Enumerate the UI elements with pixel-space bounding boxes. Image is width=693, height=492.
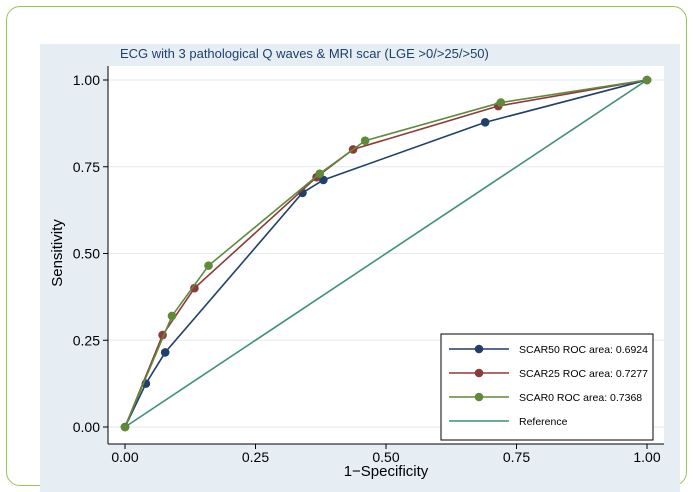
x-tick-label: 1.00 [633,449,660,465]
data-point-scar0 [496,98,506,107]
series-group [120,75,652,432]
chart-title: ECG with 3 pathological Q waves & MRI sc… [120,46,489,61]
data-point-scar50 [319,175,328,185]
data-point-scar25 [190,283,199,293]
legend-label-scar0: SCAR0 ROC area: 0.7368 [519,392,642,404]
data-point-scar0 [315,169,325,178]
y-tick-label: 1.00 [73,72,100,88]
axes: 0.00 0.25 0.50 0.75 1.00 0.00 0.25 0.50 0.75 1.00 [73,66,664,465]
legend-swatch-marker-scar0 [474,392,484,402]
series-line-reference [124,79,648,428]
y-axis-label: Sensitivity [49,219,66,287]
legend-label-reference: Reference [519,416,568,428]
legend-label-scar50: SCAR50 ROC area: 0.6924 [519,344,648,356]
legend-swatch-marker-scar50 [474,344,484,354]
data-point-scar50 [480,118,490,127]
x-tick-label: 0.25 [242,449,269,465]
data-point-scar0 [167,311,177,321]
data-point-scar0 [120,422,130,432]
y-tick-label: 0.50 [73,246,100,262]
data-point-scar0 [360,136,370,146]
data-point-scar50 [160,348,170,357]
legend: SCAR50 ROC area: 0.6924 SCAR25 ROC area: … [440,333,654,441]
y-tick-label: 0.25 [73,332,100,348]
legend-swatch-marker-scar25 [474,368,484,378]
y-tick-label: 0.75 [73,159,100,175]
x-axis-label: 1−Specificity [344,463,429,480]
data-point-scar0 [642,75,652,85]
x-tick-label: 0.75 [503,449,530,465]
legend-label-scar25: SCAR25 ROC area: 0.7277 [519,368,648,380]
y-tick-label: 0.00 [73,419,100,435]
x-tick-label: 0.00 [111,449,138,465]
data-point-scar0 [204,261,213,270]
x-tick-label: 0.50 [372,449,399,465]
